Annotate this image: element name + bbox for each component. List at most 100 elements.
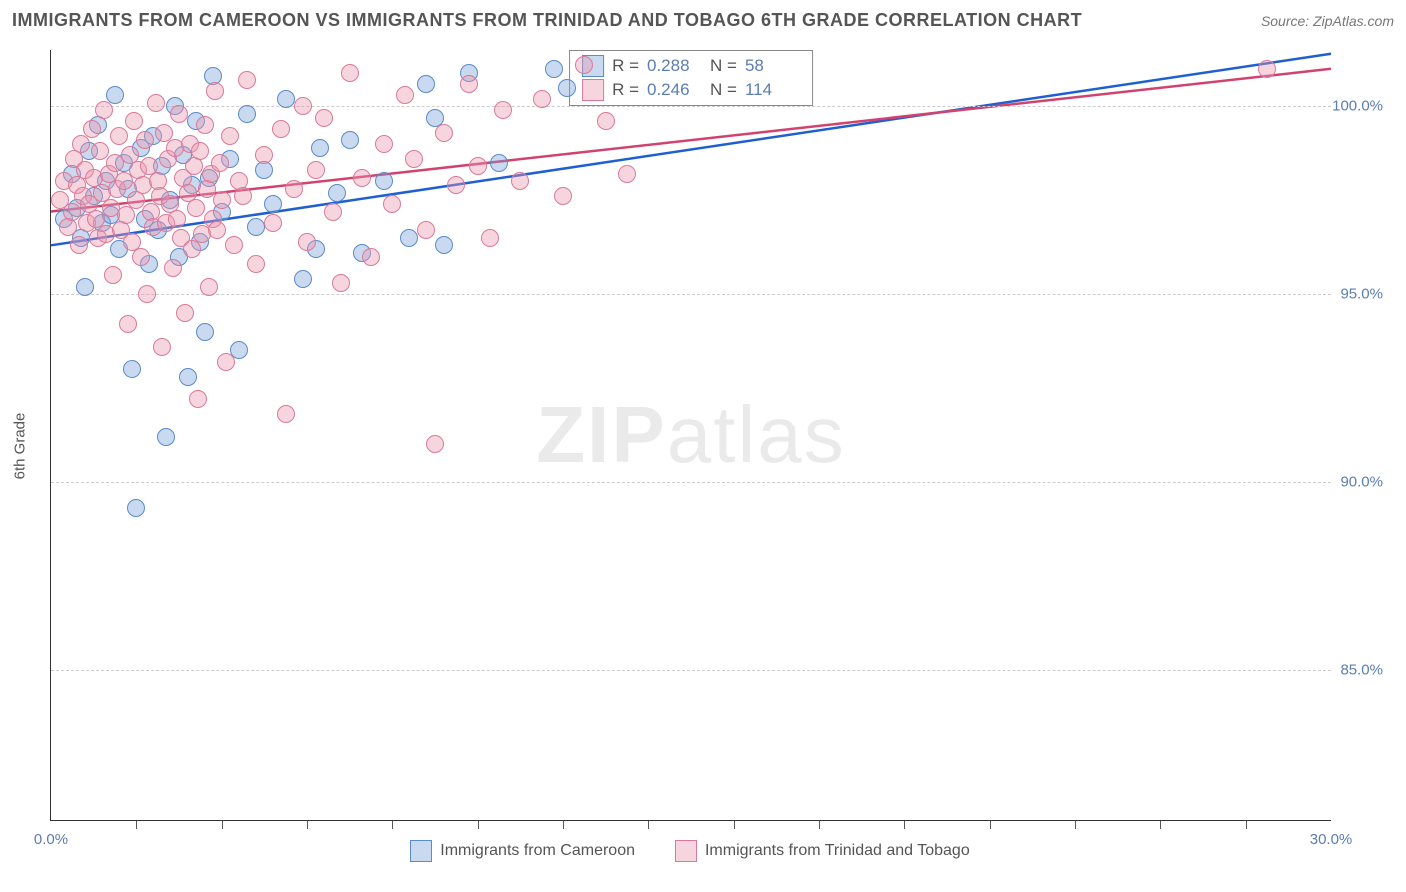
data-point [324, 203, 342, 221]
x-tick [648, 821, 649, 829]
data-point [435, 236, 453, 254]
data-point [264, 214, 282, 232]
data-point [115, 172, 133, 190]
y-tick-label: 95.0% [1340, 286, 1383, 303]
legend-N-value: 58 [745, 56, 800, 76]
data-point [298, 233, 316, 251]
data-point [238, 71, 256, 89]
data-point [277, 405, 295, 423]
x-tick [563, 821, 564, 829]
y-tick-label: 90.0% [1340, 473, 1383, 490]
legend-R-label: R = [612, 80, 639, 100]
gridline [51, 670, 1331, 671]
data-point [405, 150, 423, 168]
legend-N-label: N = [710, 80, 737, 100]
data-point [307, 161, 325, 179]
data-point [315, 109, 333, 127]
chart-title: IMMIGRANTS FROM CAMEROON VS IMMIGRANTS F… [12, 10, 1082, 31]
data-point [238, 105, 256, 123]
data-point [311, 139, 329, 157]
data-point [196, 116, 214, 134]
data-point [104, 266, 122, 284]
source-attribution: Source: ZipAtlas.com [1261, 13, 1394, 29]
legend-R-label: R = [612, 56, 639, 76]
data-point [294, 97, 312, 115]
data-point [294, 270, 312, 288]
legend-item: Immigrants from Trinidad and Tobago [675, 840, 970, 862]
y-tick-label: 85.0% [1340, 661, 1383, 678]
header: IMMIGRANTS FROM CAMEROON VS IMMIGRANTS F… [12, 10, 1394, 31]
data-point [208, 221, 226, 239]
data-point [170, 105, 188, 123]
legend-row-trinidad: R = 0.246 N = 114 [582, 79, 800, 101]
data-point [490, 154, 508, 172]
data-point [221, 127, 239, 145]
data-point [494, 101, 512, 119]
x-tick [734, 821, 735, 829]
legend-row-cameroon: R = 0.288 N = 58 [582, 55, 800, 77]
data-point [396, 86, 414, 104]
x-tick [136, 821, 137, 829]
data-point [157, 428, 175, 446]
data-point [72, 135, 90, 153]
x-tick [1160, 821, 1161, 829]
data-point [481, 229, 499, 247]
data-point [1258, 60, 1276, 78]
data-point [70, 236, 88, 254]
data-point [179, 368, 197, 386]
data-point [213, 191, 231, 209]
data-point [117, 206, 135, 224]
plot-container: ZIPatlas R = 0.288 N = 58 R = 0.246 N = … [50, 50, 1380, 820]
data-point [277, 90, 295, 108]
data-point [328, 184, 346, 202]
legend-item: Immigrants from Cameroon [410, 840, 635, 862]
data-point [545, 60, 563, 78]
data-point [332, 274, 350, 292]
data-point [400, 229, 418, 247]
data-point [153, 338, 171, 356]
data-point [206, 82, 224, 100]
plot-area: ZIPatlas R = 0.288 N = 58 R = 0.246 N = … [50, 50, 1331, 821]
data-point [83, 120, 101, 138]
data-point [176, 304, 194, 322]
data-point [127, 499, 145, 517]
x-tick [392, 821, 393, 829]
legend-swatch-trinidad [582, 79, 604, 101]
data-point [164, 259, 182, 277]
y-axis-title: 6th Grade [12, 413, 29, 480]
x-tick [990, 821, 991, 829]
data-point [247, 218, 265, 236]
correlation-legend: R = 0.288 N = 58 R = 0.246 N = 114 [569, 50, 813, 106]
data-point [341, 64, 359, 82]
data-point [168, 210, 186, 228]
data-point [125, 112, 143, 130]
data-point [285, 180, 303, 198]
data-point [341, 131, 359, 149]
gridline [51, 294, 1331, 295]
x-tick [904, 821, 905, 829]
series-legend: Immigrants from Cameroon Immigrants from … [50, 840, 1330, 862]
data-point [189, 390, 207, 408]
data-point [469, 157, 487, 175]
data-point [255, 146, 273, 164]
data-point [511, 172, 529, 190]
data-point [353, 169, 371, 187]
x-tick [222, 821, 223, 829]
data-point [196, 323, 214, 341]
data-point [132, 248, 150, 266]
data-point [211, 154, 229, 172]
data-point [533, 90, 551, 108]
trend-lines [51, 50, 1331, 820]
legend-label: Immigrants from Cameroon [440, 842, 635, 860]
x-tick [1075, 821, 1076, 829]
legend-R-value: 0.288 [647, 56, 702, 76]
data-point [417, 221, 435, 239]
data-point [554, 187, 572, 205]
data-point [362, 248, 380, 266]
data-point [247, 255, 265, 273]
y-tick-label: 100.0% [1332, 98, 1383, 115]
x-tick [307, 821, 308, 829]
data-point [264, 195, 282, 213]
data-point [575, 56, 593, 74]
data-point [187, 199, 205, 217]
